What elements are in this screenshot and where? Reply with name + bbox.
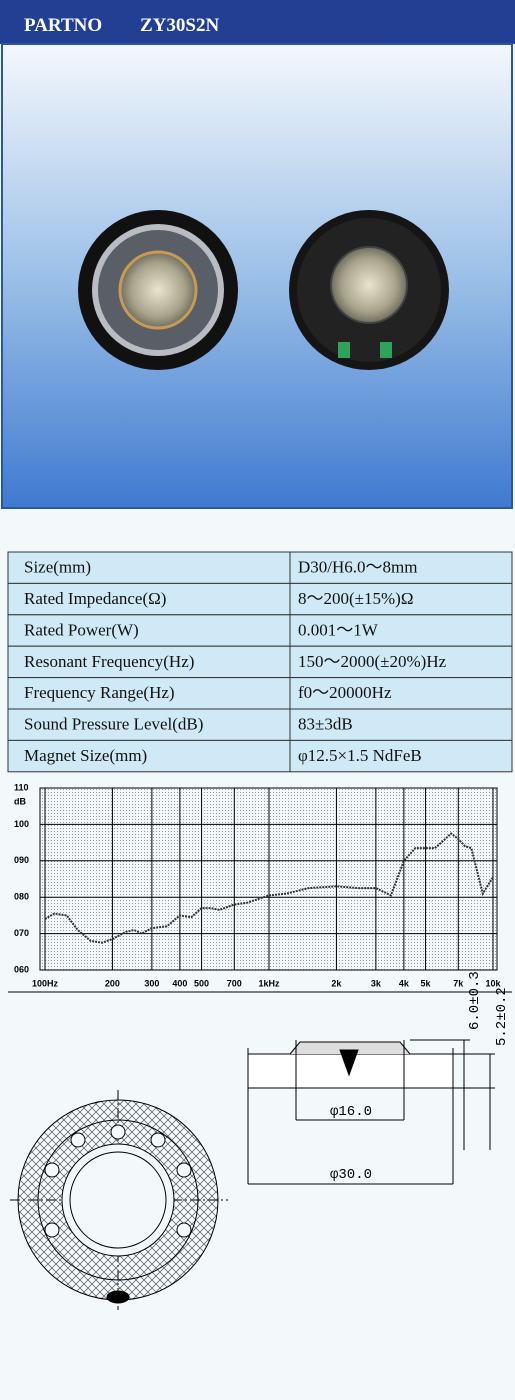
part-number: ZY30S2N — [140, 15, 219, 36]
speaker-back — [289, 210, 449, 370]
spec-name: Size(mm) — [24, 558, 91, 577]
x-tick-label: 1kHz — [258, 978, 280, 988]
x-tick-label: 200 — [105, 978, 120, 988]
speaker-front — [78, 210, 238, 370]
x-tick-label: 700 — [227, 978, 242, 988]
body-height: 5.2±0.2 — [494, 987, 510, 1046]
response-chart: 060 070 080 090 100 110 dB 100Hz 200 300 400 500 700… — [8, 782, 512, 993]
table-row — [7, 677, 513, 710]
header-bar — [0, 0, 515, 44]
y-tick-label: 070 — [14, 928, 29, 938]
spec-name: Frequency Range(Hz) — [24, 683, 175, 702]
x-tick-label: 7k — [453, 978, 464, 988]
spec-table: Size(mm) D30/H6.0～8mm Rated Impedance(Ω) 8～… — [7, 551, 513, 773]
response-curve — [44, 832, 494, 944]
spec-name: Sound Pressure Level(dB) — [24, 715, 203, 734]
outer-diameter: φ30.0 — [330, 1167, 372, 1183]
spec-value: 0.001～1W — [298, 620, 379, 639]
table-row — [7, 645, 513, 679]
table-row — [7, 739, 513, 773]
side-view — [247, 1039, 495, 1185]
spec-name: Rated Power(W) — [24, 620, 139, 639]
x-tick-label: 400 — [172, 978, 187, 988]
x-tick-label: 4k — [399, 978, 410, 988]
spec-name: Magnet Size(mm) — [24, 746, 147, 765]
x-tick-label: 5k — [421, 978, 432, 988]
y-tick-label: 110 — [14, 782, 29, 792]
y-unit: dB — [14, 796, 26, 806]
table-row — [7, 582, 513, 616]
x-tick-label: 2k — [331, 978, 342, 988]
header-label: PARTNO — [24, 15, 102, 36]
y-tick-label: 080 — [14, 892, 29, 902]
table-row — [7, 708, 513, 741]
y-tick-label: 090 — [14, 855, 29, 865]
spec-name: Resonant Frequency(Hz) — [24, 652, 194, 671]
spec-value: 8～200(±15%)Ω — [298, 589, 413, 608]
x-tick-label: 100Hz — [32, 978, 59, 988]
inner-diameter: φ16.0 — [330, 1104, 372, 1120]
spec-name: Rated Impedance(Ω) — [24, 589, 166, 608]
spec-value: D30/H6.0～8mm — [298, 558, 417, 577]
front-view — [10, 1090, 228, 1310]
spec-value: φ12.5×1.5 NdFeB — [298, 746, 422, 765]
total-height: 6.0±0.3 — [467, 971, 483, 1030]
x-tick-label: 300 — [144, 978, 159, 988]
x-tick-label: 500 — [194, 978, 209, 988]
spec-value: f0～20000Hz — [298, 683, 392, 702]
y-tick-label: 060 — [14, 964, 29, 974]
table-row — [7, 551, 513, 584]
spec-value: 150～2000(±20%)Hz — [298, 652, 447, 671]
x-tick-label: 10k — [485, 978, 501, 988]
y-tick-label: 100 — [14, 819, 29, 829]
spec-value: 83±3dB — [298, 715, 353, 734]
x-tick-label: 3k — [371, 978, 382, 988]
